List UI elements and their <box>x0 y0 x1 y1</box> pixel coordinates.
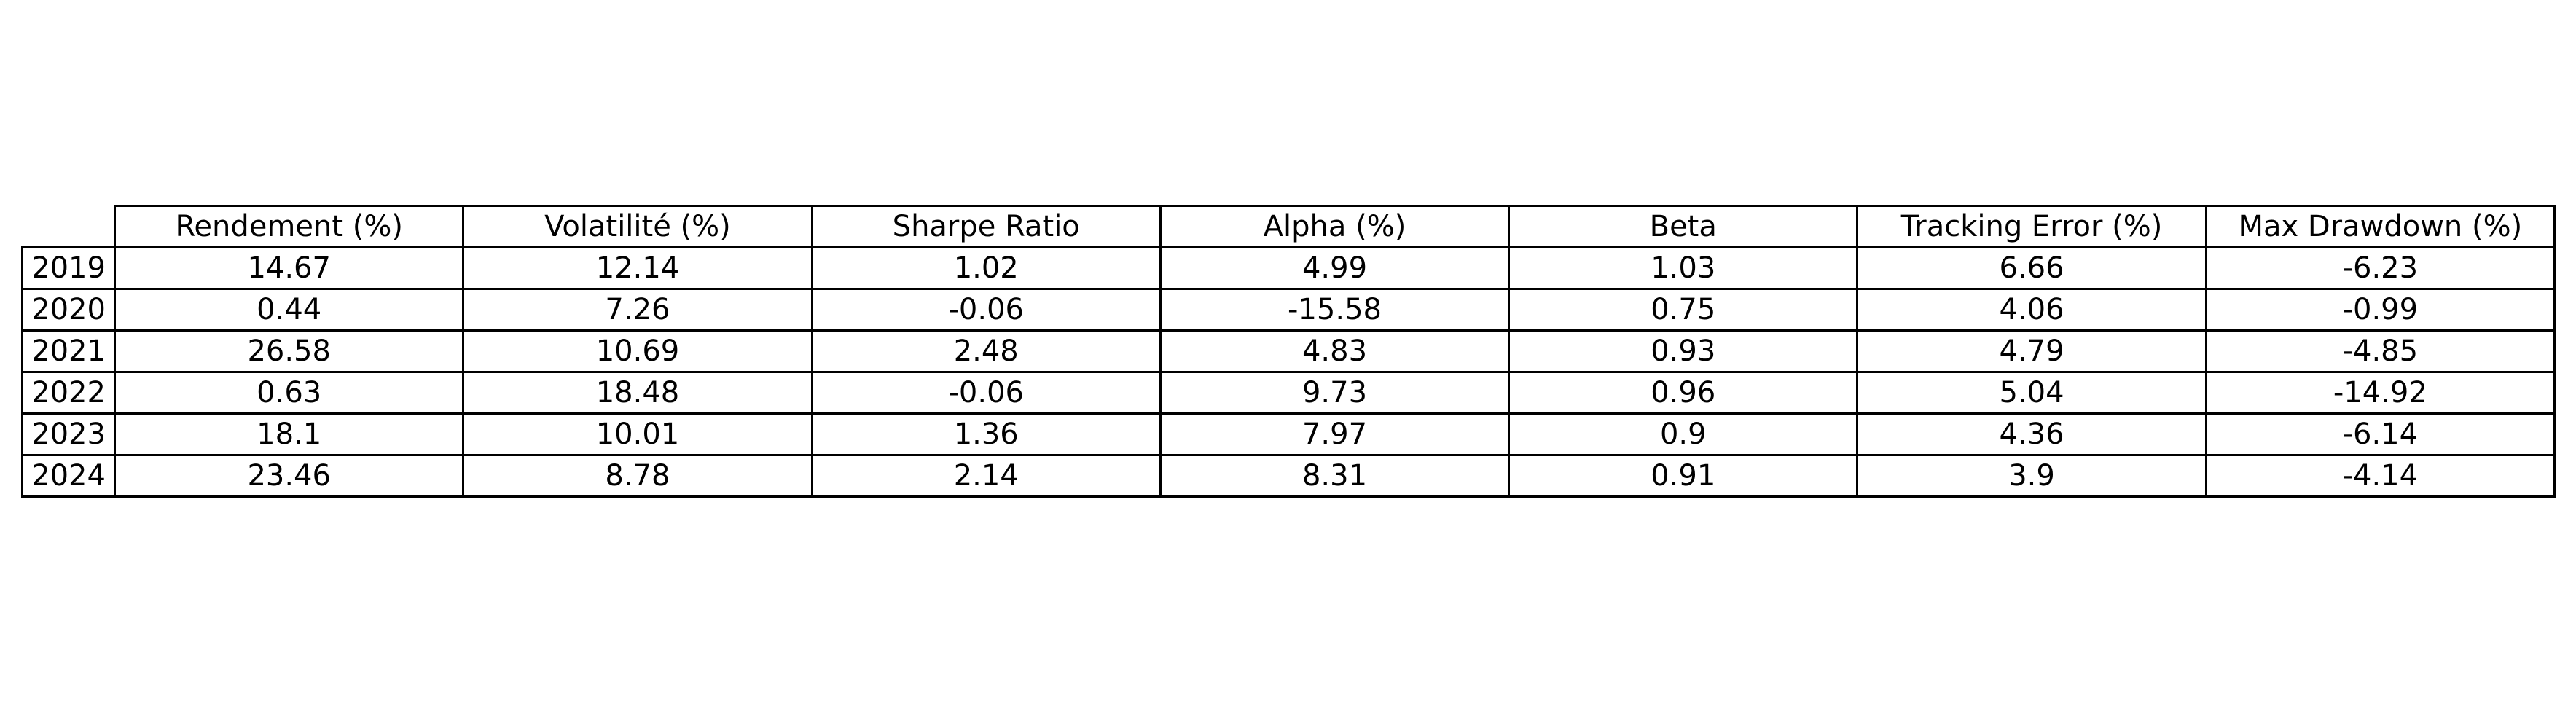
metrics-table: Rendement (%) Volatilité (%) Sharpe Ratio A… <box>20 205 2556 498</box>
table-cell: 10.01 <box>462 412 813 456</box>
column-header: Rendement (%) <box>114 205 465 248</box>
table-cell: 0.96 <box>1508 371 1859 415</box>
table-cell: -0.06 <box>810 371 1162 415</box>
row-label: 2022 <box>20 371 117 415</box>
table-row: 2021 26.58 10.69 2.48 4.83 0.93 4.79 -4.85 <box>20 329 2556 373</box>
table-row: 2024 23.46 8.78 2.14 8.31 0.91 3.9 -4.14 <box>20 454 2556 498</box>
column-header: Volatilité (%) <box>462 205 813 248</box>
table-cell: 5.04 <box>1856 371 2207 415</box>
table-cell: -14.92 <box>2204 371 2556 415</box>
table-cell: -0.06 <box>810 288 1162 332</box>
table-row: 2023 18.1 10.01 1.36 7.97 0.9 4.36 -6.14 <box>20 412 2556 456</box>
column-header: Max Drawdown (%) <box>2204 205 2556 248</box>
table-cell: 9.73 <box>1159 371 1511 415</box>
table-cell: 4.83 <box>1159 329 1511 373</box>
table-cell: 0.44 <box>114 288 465 332</box>
table-row: 2019 14.67 12.14 1.02 4.99 1.03 6.66 -6.23 <box>20 246 2556 290</box>
corner-cell <box>22 205 117 248</box>
table-cell: 8.31 <box>1159 454 1511 498</box>
table-cell: 7.97 <box>1159 412 1511 456</box>
table-cell: 1.36 <box>810 412 1162 456</box>
row-label: 2023 <box>20 412 117 456</box>
table-cell: 2.14 <box>810 454 1162 498</box>
table-cell: 23.46 <box>114 454 465 498</box>
table-row: 2022 0.63 18.48 -0.06 9.73 0.96 5.04 -14.92 <box>20 371 2556 415</box>
column-header: Sharpe Ratio <box>810 205 1162 248</box>
table-cell: 1.02 <box>810 246 1162 290</box>
table-cell: 4.36 <box>1856 412 2207 456</box>
table-cell: 6.66 <box>1856 246 2207 290</box>
table-cell: 0.93 <box>1508 329 1859 373</box>
table-cell: 0.63 <box>114 371 465 415</box>
table-cell: 14.67 <box>114 246 465 290</box>
table-cell: 0.75 <box>1508 288 1859 332</box>
table-cell: 8.78 <box>462 454 813 498</box>
table-cell: 7.26 <box>462 288 813 332</box>
table-cell: -6.23 <box>2204 246 2556 290</box>
table-cell: 1.03 <box>1508 246 1859 290</box>
table-cell: 0.9 <box>1508 412 1859 456</box>
table-cell: 12.14 <box>462 246 813 290</box>
table-cell: -6.14 <box>2204 412 2556 456</box>
table-cell: 0.91 <box>1508 454 1859 498</box>
row-label: 2020 <box>20 288 117 332</box>
table-cell: 18.1 <box>114 412 465 456</box>
column-header: Tracking Error (%) <box>1856 205 2207 248</box>
table-cell: -15.58 <box>1159 288 1511 332</box>
table-cell: 4.79 <box>1856 329 2207 373</box>
row-label: 2024 <box>20 454 117 498</box>
header-row: Rendement (%) Volatilité (%) Sharpe Ratio A… <box>22 205 2556 248</box>
row-label: 2019 <box>20 246 117 290</box>
table-body: 2019 14.67 12.14 1.02 4.99 1.03 6.66 -6.23 2020 0… <box>20 246 2556 498</box>
table-cell: 26.58 <box>114 329 465 373</box>
table-cell: 4.99 <box>1159 246 1511 290</box>
table-header: Rendement (%) Volatilité (%) Sharpe Ratio A… <box>22 205 2556 248</box>
table-cell: 18.48 <box>462 371 813 415</box>
table-cell: 2.48 <box>810 329 1162 373</box>
table-cell: 10.69 <box>462 329 813 373</box>
table-cell: 4.06 <box>1856 288 2207 332</box>
column-header: Beta <box>1508 205 1859 248</box>
table-cell: -4.85 <box>2204 329 2556 373</box>
table-cell: -4.14 <box>2204 454 2556 498</box>
table-cell: -0.99 <box>2204 288 2556 332</box>
table-row: 2020 0.44 7.26 -0.06 -15.58 0.75 4.06 -0.99 <box>20 288 2556 332</box>
row-label: 2021 <box>20 329 117 373</box>
column-header: Alpha (%) <box>1159 205 1511 248</box>
table-cell: 3.9 <box>1856 454 2207 498</box>
